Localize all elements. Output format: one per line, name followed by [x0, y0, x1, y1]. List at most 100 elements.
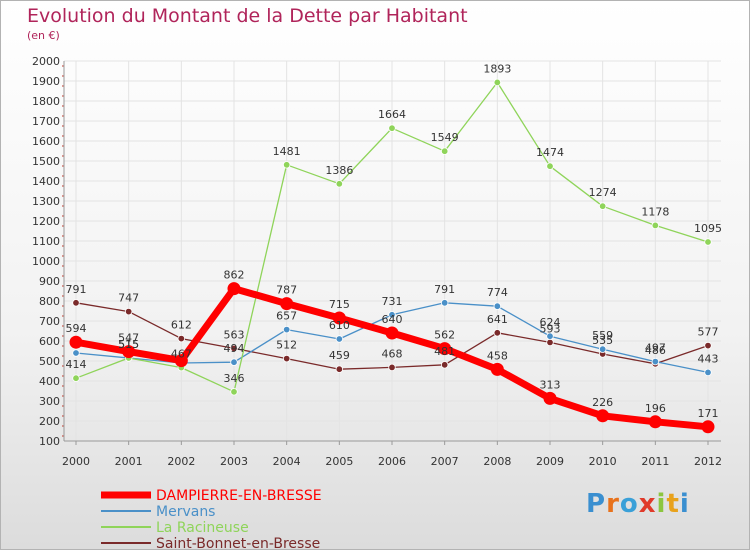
legend-label: DAMPIERRE-EN-BRESSE	[156, 488, 322, 504]
y-tick-label: 500	[39, 355, 60, 368]
data-label: 443	[698, 352, 719, 365]
logo-letter: P	[586, 489, 607, 519]
data-label: 515	[118, 338, 139, 351]
data-label: 547	[118, 332, 139, 345]
data-label: 458	[487, 349, 508, 362]
series-point-1	[388, 311, 396, 319]
series-point-3	[282, 354, 291, 363]
x-tick-label: 2012	[694, 455, 722, 468]
series-point-0	[438, 342, 452, 356]
data-label: 791	[434, 283, 455, 296]
data-label: 1474	[536, 146, 564, 159]
series-point-3	[440, 361, 449, 369]
series-point-3	[704, 341, 712, 350]
data-label: 624	[540, 316, 561, 329]
data-label: 1178	[641, 205, 669, 218]
series-point-1	[335, 335, 344, 343]
y-tick-label: 1000	[32, 255, 60, 268]
y-tick-label: 300	[39, 395, 60, 408]
y-tick-label: 1400	[32, 175, 60, 188]
logo-letter: t	[666, 489, 680, 519]
data-label: 563	[224, 328, 245, 341]
data-label: 512	[276, 339, 297, 352]
data-label: 640	[382, 313, 403, 326]
data-label: 1549	[431, 131, 459, 144]
series-point-2	[598, 202, 607, 210]
data-label: 610	[329, 319, 350, 332]
series-point-0	[122, 345, 136, 359]
series-point-2	[72, 374, 80, 382]
x-tick-label: 2006	[378, 455, 406, 468]
series-point-1	[72, 349, 80, 357]
series-point-2	[335, 180, 344, 188]
y-tick-label: 100	[39, 435, 60, 448]
series-point-3	[124, 307, 133, 316]
data-label: 559	[592, 329, 613, 342]
series-point-2	[282, 161, 291, 169]
series-point-0	[385, 326, 399, 340]
data-label: 196	[645, 402, 666, 415]
data-label: 226	[592, 396, 613, 409]
series-point-1	[230, 358, 238, 366]
legend-label: La Racineuse	[156, 520, 249, 536]
series-point-0	[543, 391, 557, 405]
y-tick-label: 400	[39, 375, 60, 388]
series-point-2	[388, 124, 396, 132]
series-point-1	[493, 302, 502, 310]
series-point-2	[230, 388, 238, 396]
data-label: 467	[171, 348, 192, 361]
data-label: 171	[698, 407, 719, 420]
series-point-0	[227, 282, 241, 296]
data-label: 657	[276, 310, 297, 323]
y-tick-label: 1100	[32, 235, 60, 248]
series-point-3	[72, 299, 80, 307]
series-point-0	[280, 297, 294, 311]
series-point-2	[651, 221, 660, 230]
y-tick-label: 1800	[32, 95, 60, 108]
series-point-1	[651, 357, 660, 366]
data-label: 494	[224, 342, 245, 355]
legend-label: Mervans	[156, 504, 215, 520]
series-point-0	[648, 415, 662, 429]
y-tick-label: 1500	[32, 155, 60, 168]
x-tick-label: 2005	[325, 455, 353, 468]
x-tick-label: 2002	[167, 455, 195, 468]
series-point-0	[174, 354, 188, 368]
data-label: 1893	[483, 62, 511, 75]
data-label: 731	[382, 295, 403, 308]
proxiti-logo: Proxiti	[586, 489, 690, 519]
data-label: 1095	[694, 222, 722, 235]
series-point-2	[440, 147, 449, 155]
data-label: 313	[540, 378, 561, 391]
series-point-3	[546, 338, 554, 347]
data-label: 1664	[378, 108, 406, 121]
y-tick-label: 2000	[32, 55, 60, 68]
data-label: 486	[645, 344, 666, 357]
y-tick-label: 600	[39, 335, 60, 348]
logo-letter: x	[638, 489, 657, 519]
series-point-2	[546, 162, 554, 170]
y-tick-label: 800	[39, 295, 60, 308]
y-tick-label: 1300	[32, 195, 60, 208]
data-label: 515	[118, 338, 139, 351]
series-point-1	[704, 368, 712, 377]
series-point-3	[493, 329, 502, 337]
series-point-1	[282, 325, 291, 334]
x-tick-label: 2009	[536, 455, 564, 468]
series-point-0	[490, 362, 504, 376]
data-label: 346	[224, 372, 245, 385]
series-point-0	[332, 311, 346, 325]
series-point-3	[388, 363, 396, 372]
x-tick-label: 2010	[589, 455, 617, 468]
y-tick-label: 1900	[32, 75, 60, 88]
y-tick-label: 1600	[32, 135, 60, 148]
series-point-2	[493, 78, 502, 87]
series-point-1	[546, 332, 554, 340]
data-label: 787	[276, 284, 297, 297]
data-label: 791	[66, 283, 87, 296]
series-point-2	[704, 238, 712, 246]
x-tick-label: 2004	[273, 455, 301, 468]
series-point-1	[598, 345, 607, 353]
